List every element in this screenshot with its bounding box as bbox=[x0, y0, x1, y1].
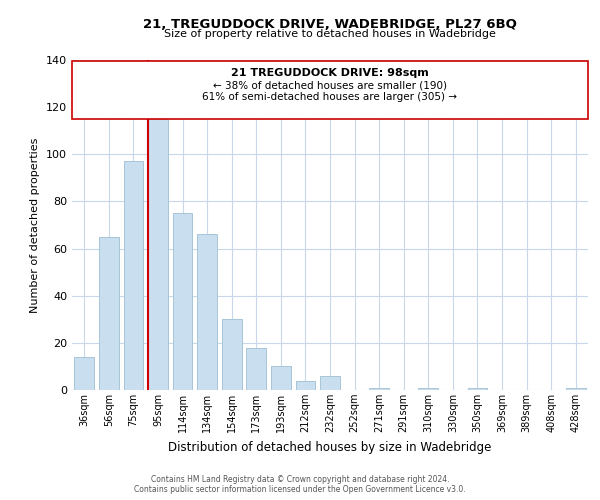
Bar bbox=[370, 388, 389, 390]
Bar bbox=[296, 380, 315, 390]
Bar bbox=[99, 237, 119, 390]
Bar bbox=[566, 388, 586, 390]
Text: Contains public sector information licensed under the Open Government Licence v3: Contains public sector information licen… bbox=[134, 485, 466, 494]
Bar bbox=[467, 388, 487, 390]
Text: ← 38% of detached houses are smaller (190): ← 38% of detached houses are smaller (19… bbox=[213, 80, 447, 90]
Bar bbox=[73, 61, 587, 119]
Text: 21 TREGUDDOCK DRIVE: 98sqm: 21 TREGUDDOCK DRIVE: 98sqm bbox=[231, 68, 429, 78]
Bar bbox=[148, 119, 168, 390]
Text: Contains HM Land Registry data © Crown copyright and database right 2024.: Contains HM Land Registry data © Crown c… bbox=[151, 475, 449, 484]
Bar bbox=[247, 348, 266, 390]
Bar bbox=[222, 320, 242, 390]
Bar bbox=[271, 366, 290, 390]
Bar bbox=[197, 234, 217, 390]
Bar bbox=[173, 213, 193, 390]
Bar bbox=[74, 357, 94, 390]
Bar bbox=[418, 388, 438, 390]
Bar bbox=[320, 376, 340, 390]
X-axis label: Distribution of detached houses by size in Wadebridge: Distribution of detached houses by size … bbox=[169, 440, 491, 454]
Bar bbox=[124, 162, 143, 390]
Text: 21, TREGUDDOCK DRIVE, WADEBRIDGE, PL27 6BQ: 21, TREGUDDOCK DRIVE, WADEBRIDGE, PL27 6… bbox=[143, 18, 517, 30]
Text: 61% of semi-detached houses are larger (305) →: 61% of semi-detached houses are larger (… bbox=[203, 92, 458, 102]
Y-axis label: Number of detached properties: Number of detached properties bbox=[31, 138, 40, 312]
Text: Size of property relative to detached houses in Wadebridge: Size of property relative to detached ho… bbox=[164, 29, 496, 39]
